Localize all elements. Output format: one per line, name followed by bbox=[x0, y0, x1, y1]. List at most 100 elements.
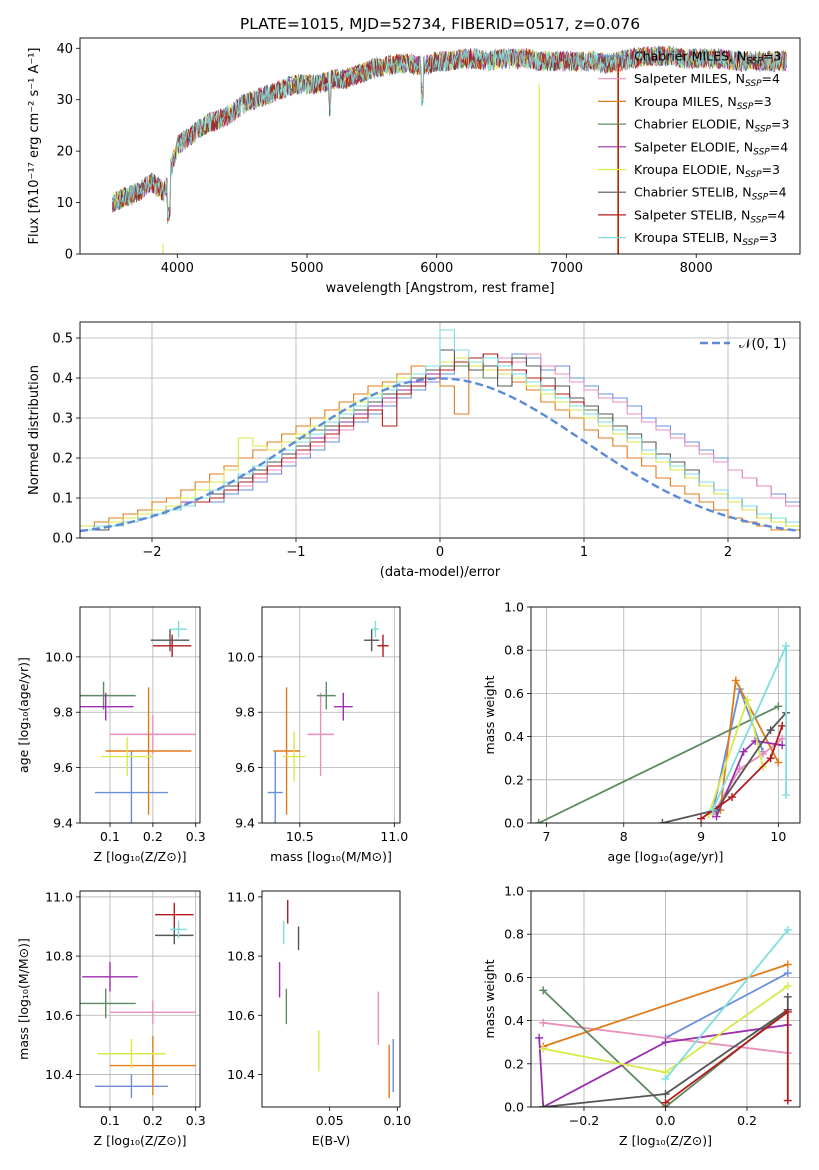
y-tick-label: 40 bbox=[56, 42, 73, 57]
y-tick-label: 10.8 bbox=[227, 949, 255, 964]
x-tick-label: −1 bbox=[286, 545, 305, 560]
y-tick-label: 10.0 bbox=[45, 649, 73, 664]
x-tick-label: 10 bbox=[770, 829, 786, 844]
weight-marker bbox=[539, 1103, 548, 1107]
y-tick-label: 9.6 bbox=[235, 760, 255, 775]
weight-marker bbox=[782, 790, 791, 799]
weight-marker bbox=[774, 758, 783, 767]
weight-line bbox=[711, 645, 787, 811]
x-axis-label: (data-model)/error bbox=[380, 565, 501, 580]
y-tick-label: 9.4 bbox=[53, 816, 73, 831]
legend-label: Salpeter STELIB, NSSP=4 bbox=[634, 207, 785, 225]
weight-line bbox=[543, 996, 789, 1107]
figure-title: PLATE=1015, MJD=52734, FIBERID=0517, z=0… bbox=[240, 15, 640, 33]
errorbar-group bbox=[278, 899, 394, 1099]
plot-frame bbox=[261, 890, 401, 1108]
plot-frame bbox=[530, 606, 801, 824]
spectrum-line bbox=[112, 46, 787, 219]
errorbar-group bbox=[80, 902, 196, 1099]
y-axis-label: age [log₁₀(age/yr)] bbox=[16, 657, 31, 773]
y-tick-label: 9.6 bbox=[53, 760, 73, 775]
legend-label: Kroupa ELODIE, NSSP=3 bbox=[634, 162, 780, 180]
y-tick-label: 10.6 bbox=[227, 1008, 255, 1023]
weight-marker bbox=[658, 819, 667, 823]
weight-line bbox=[542, 963, 789, 1048]
weight-marker bbox=[766, 754, 775, 763]
x-tick-label: 11.0 bbox=[380, 829, 408, 844]
x-tick-label: 0.1 bbox=[100, 829, 120, 844]
y-tick-label: 0.0 bbox=[504, 1100, 524, 1115]
y-axis-label: mass weight bbox=[482, 675, 497, 754]
x-tick-label: 0 bbox=[436, 545, 444, 560]
y-tick-label: 0.8 bbox=[504, 643, 524, 658]
errorbar-group bbox=[267, 620, 389, 823]
weight-marker bbox=[539, 1044, 548, 1053]
x-tick-label: 2 bbox=[724, 545, 732, 560]
legend-label: Salpeter MILES, NSSP=4 bbox=[634, 71, 780, 89]
legend-label: Chabrier MILES, NSSP=3 bbox=[634, 49, 781, 67]
y-tick-label: 11.0 bbox=[45, 889, 73, 904]
x-tick-label: 8000 bbox=[680, 261, 713, 276]
weight-line bbox=[543, 1021, 788, 1054]
x-axis-label: mass [log₁₀(M/M⊙)] bbox=[270, 849, 392, 864]
plot-frame bbox=[261, 606, 401, 824]
weight-marker bbox=[539, 986, 548, 995]
y-tick-label: 9.8 bbox=[53, 705, 73, 720]
y-axis-label: Normed distribution bbox=[27, 365, 42, 495]
y-tick-label: 0.2 bbox=[52, 452, 73, 467]
x-tick-label: 7 bbox=[542, 829, 550, 844]
x-tick-label: 8 bbox=[620, 829, 628, 844]
weight-marker bbox=[727, 793, 736, 802]
y-tick-label: 0.4 bbox=[504, 729, 524, 744]
weight-marker bbox=[766, 726, 775, 735]
legend-label: 𝒩(0, 1) bbox=[739, 337, 786, 352]
y-tick-label: 10.4 bbox=[45, 1067, 73, 1082]
y-tick-label: 0.1 bbox=[52, 492, 73, 507]
weight-marker bbox=[783, 969, 792, 978]
x-tick-label: 0.05 bbox=[316, 1113, 344, 1128]
weight-marker bbox=[783, 1007, 792, 1016]
x-tick-label: 0.0 bbox=[656, 1113, 676, 1128]
legend-label: Salpeter ELODIE, NSSP=4 bbox=[634, 139, 788, 157]
y-tick-label: 0.3 bbox=[52, 412, 73, 427]
histogram-group bbox=[80, 329, 800, 533]
y-tick-label: 10.6 bbox=[45, 1008, 73, 1023]
y-tick-label: 11.0 bbox=[227, 889, 255, 904]
y-tick-label: 20 bbox=[56, 145, 73, 160]
weight-marker bbox=[782, 641, 791, 650]
weight-line bbox=[700, 725, 784, 820]
weight-marker bbox=[661, 1098, 670, 1107]
y-tick-label: 10.8 bbox=[45, 949, 73, 964]
weight-lines-group bbox=[535, 925, 792, 1107]
plot-frame bbox=[530, 890, 801, 1108]
histogram-step bbox=[80, 329, 800, 531]
y-tick-label: 1.0 bbox=[504, 600, 524, 615]
x-tick-label: 4000 bbox=[161, 261, 194, 276]
weight-marker bbox=[774, 702, 783, 711]
weight-line bbox=[664, 929, 789, 1080]
weight-vs-metallicity-panel: −0.2 0.0 0.2 0.0 0.2 0.4 0.6 0.8 1.0 Z [log₁₀(Z/Z… bbox=[482, 884, 801, 1148]
weight-marker bbox=[783, 982, 792, 991]
weight-marker bbox=[778, 721, 787, 730]
x-tick-label: 0.2 bbox=[143, 1113, 163, 1128]
weight-lines-group bbox=[534, 641, 791, 823]
plot-frame bbox=[79, 606, 201, 824]
weight-marker bbox=[539, 1018, 548, 1027]
weight-marker bbox=[661, 1038, 670, 1047]
y-axis-label: Flux [fλ10⁻¹⁷ erg cm⁻² s⁻¹ A⁻¹] bbox=[27, 48, 42, 245]
y-tick-label: 0.6 bbox=[504, 970, 524, 985]
legend-label: Kroupa STELIB, NSSP=3 bbox=[634, 230, 777, 248]
x-tick-label: 0.3 bbox=[186, 1113, 206, 1128]
weight-marker bbox=[783, 925, 792, 934]
x-tick-label: 0.2 bbox=[737, 1113, 757, 1128]
x-axis-label: E(B-V) bbox=[312, 1133, 351, 1148]
x-axis-label: Z [log₁₀(Z/Z⊙)] bbox=[619, 1133, 712, 1148]
x-tick-label: 5000 bbox=[290, 261, 323, 276]
y-tick-label: 10.0 bbox=[227, 649, 255, 664]
y-tick-label: 0.8 bbox=[504, 927, 524, 942]
x-tick-label: 7000 bbox=[550, 261, 583, 276]
mass-vs-extinction-panel: 0.05 0.10 10.4 10.6 10.8 11.0 E(B-V) bbox=[227, 889, 411, 1148]
x-tick-label: 10.5 bbox=[286, 829, 314, 844]
weight-marker bbox=[783, 960, 792, 969]
